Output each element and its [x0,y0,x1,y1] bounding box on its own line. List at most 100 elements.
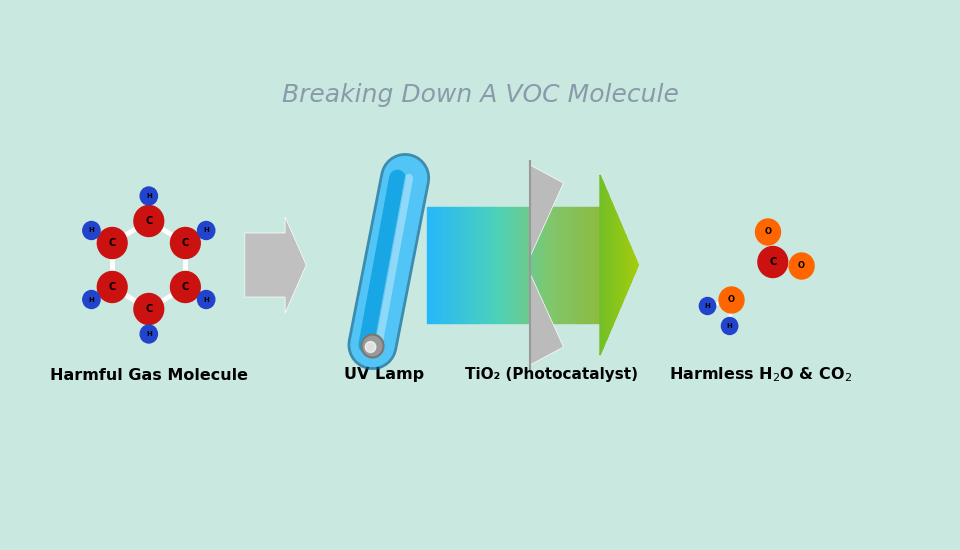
Bar [561,207,564,323]
Bar [587,207,589,323]
Circle shape [83,290,100,309]
Polygon shape [614,208,615,322]
Bar [494,207,496,323]
Polygon shape [636,259,637,271]
Text: H: H [88,296,94,303]
Bar [503,207,505,323]
Bar [486,207,488,323]
Bar [591,207,593,323]
Polygon shape [604,184,605,346]
Bar [531,207,533,323]
Polygon shape [601,178,603,352]
Polygon shape [632,250,634,280]
Polygon shape [616,214,618,316]
Bar [488,207,490,323]
Circle shape [722,317,737,334]
Bar [496,207,498,323]
Bar [570,207,572,323]
Bar [472,207,474,323]
Circle shape [134,294,163,324]
Bar [540,207,541,323]
Polygon shape [623,229,624,301]
Bar [455,207,458,323]
Bar [557,207,559,323]
Bar [470,207,472,323]
Text: H: H [204,228,209,234]
Bar [507,207,509,323]
Circle shape [365,342,375,353]
Text: C: C [108,238,116,248]
Bar [576,207,578,323]
Bar [529,207,531,323]
Text: TiO₂ (Photocatalyst): TiO₂ (Photocatalyst) [465,367,637,382]
Bar [443,207,444,323]
Polygon shape [628,241,630,289]
Bar [593,207,595,323]
Polygon shape [608,193,609,337]
Text: C: C [145,304,153,314]
Bar [479,207,481,323]
Bar [585,207,587,323]
Polygon shape [603,181,604,349]
Circle shape [361,334,384,358]
Circle shape [699,298,715,315]
Bar [460,207,462,323]
Bar [543,207,546,323]
Bar [564,207,565,323]
Bar [451,207,453,323]
Bar [477,207,479,323]
Bar [484,207,486,323]
Polygon shape [618,217,619,313]
Polygon shape [630,244,631,286]
Text: C: C [181,282,189,292]
Bar [574,207,576,323]
Bar [567,207,570,323]
Bar [598,207,600,323]
Text: Harmful Gas Molecule: Harmful Gas Molecule [50,367,248,382]
Bar [559,207,561,323]
Polygon shape [631,247,632,283]
Polygon shape [612,205,614,325]
Bar [583,207,585,323]
Bar [550,207,552,323]
Bar [595,207,598,323]
Text: H: H [88,228,94,234]
Bar [462,207,464,323]
Text: C: C [769,257,777,267]
Circle shape [83,222,100,239]
Polygon shape [637,262,638,268]
Circle shape [198,222,215,239]
Bar [533,207,535,323]
Bar [555,207,557,323]
Bar [522,207,524,323]
Bar [553,207,555,323]
Bar [458,207,460,323]
Text: C: C [181,238,189,248]
Bar [446,207,448,323]
Polygon shape [609,196,611,334]
Polygon shape [605,187,607,343]
Bar [589,207,591,323]
Polygon shape [626,235,627,295]
Text: O: O [798,261,805,271]
Bar [536,207,538,323]
Bar [520,207,522,323]
Bar [581,207,583,323]
Circle shape [97,272,127,302]
Polygon shape [619,220,620,310]
Bar [492,207,494,323]
Bar [527,207,529,323]
Bar [468,207,470,323]
Polygon shape [530,165,564,257]
Polygon shape [620,223,622,307]
Circle shape [97,228,127,258]
Text: C: C [108,282,116,292]
Text: H: H [705,303,710,309]
Circle shape [134,206,163,236]
Bar [440,207,443,323]
Bar [524,207,527,323]
Bar [514,207,516,323]
Circle shape [171,272,201,302]
Circle shape [758,246,787,278]
Bar [509,207,512,323]
